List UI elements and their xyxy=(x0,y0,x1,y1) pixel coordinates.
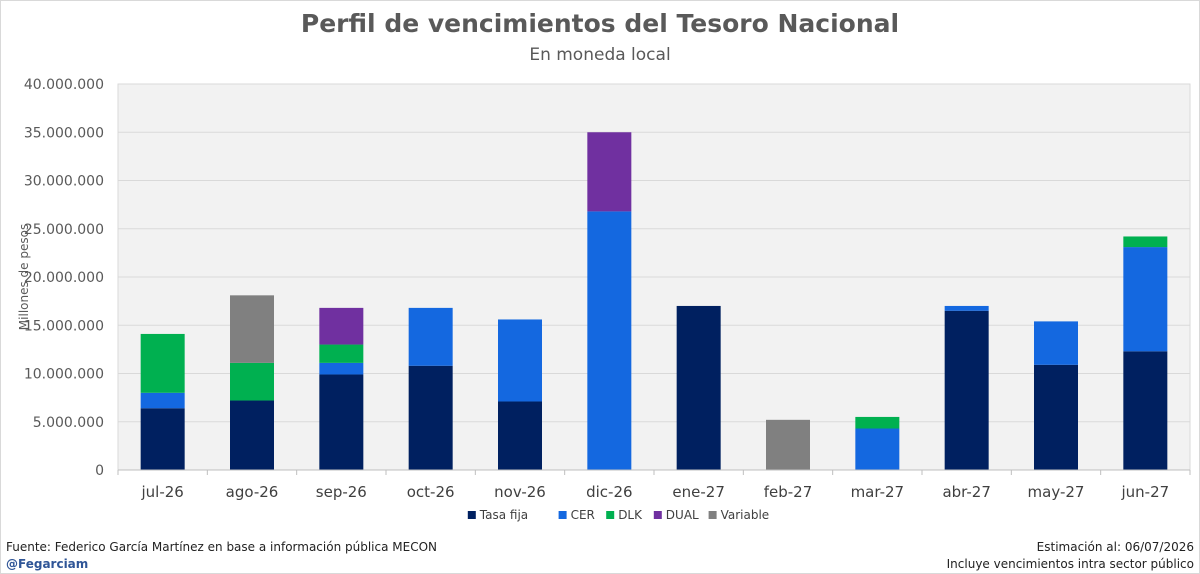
y-axis-title: Millones de pesos xyxy=(17,224,31,330)
bar-dlk-ago-26 xyxy=(230,362,274,401)
chart-subtitle: En moneda local xyxy=(529,45,671,65)
bar-tasa-fija-oct-26 xyxy=(408,365,453,470)
x-tick-label: mar-27 xyxy=(851,483,905,501)
y-tick-label: 40.000.000 xyxy=(24,77,104,93)
legend-swatch-dual xyxy=(653,511,662,519)
bar-tasa-fija-ene-27 xyxy=(676,305,721,470)
y-tick-label: 20.000.000 xyxy=(24,270,104,286)
bar-dlk-sep-26 xyxy=(319,344,364,363)
y-tick-label: 5.000.000 xyxy=(33,415,104,431)
legend-label: CER xyxy=(571,508,595,522)
bar-variable-ago-26 xyxy=(230,295,274,363)
y-tick-label: 30.000.000 xyxy=(24,174,104,190)
bar-variable-feb-27 xyxy=(766,419,810,470)
bar-tasa-fija-nov-26 xyxy=(498,401,542,470)
y-tick-label: 35.000.000 xyxy=(24,125,104,141)
bar-cer-dic-26 xyxy=(587,211,632,470)
x-tick-label: may-27 xyxy=(1028,483,1085,501)
y-tick-label: 25.000.000 xyxy=(24,222,104,238)
x-tick-label: jul-26 xyxy=(140,483,183,501)
author-handle[interactable]: @Fegarciam xyxy=(6,557,89,571)
bar-tasa-fija-ago-26 xyxy=(230,400,274,470)
bar-cer-abr-27 xyxy=(944,305,989,311)
source-note: Fuente: Federico García Martínez en base… xyxy=(6,540,438,554)
legend-label: DLK xyxy=(618,508,643,522)
bar-tasa-fija-abr-27 xyxy=(944,310,989,470)
bar-dual-sep-26 xyxy=(319,307,364,345)
x-tick-label: ene-27 xyxy=(672,483,724,501)
legend-label: Variable xyxy=(721,508,770,522)
x-tick-label: nov-26 xyxy=(494,483,546,501)
bar-tasa-fija-may-27 xyxy=(1034,364,1078,470)
legend-label: Tasa fija xyxy=(479,508,528,522)
y-tick-label: 0 xyxy=(95,463,104,479)
x-tick-label: oct-26 xyxy=(407,483,455,501)
legend-swatch-variable xyxy=(708,511,717,519)
scope-note: Incluye vencimientos intra sector públic… xyxy=(946,557,1194,571)
estimate-date: Estimación al: 06/07/2026 xyxy=(1036,540,1194,554)
x-tick-label: feb-27 xyxy=(764,483,813,501)
bar-dlk-mar-27 xyxy=(855,416,900,429)
x-tick-label: sep-26 xyxy=(316,483,367,501)
chart-title: Perfil de vencimientos del Tesoro Nacion… xyxy=(300,9,900,38)
bar-tasa-fija-sep-26 xyxy=(319,374,364,470)
x-tick-label: abr-27 xyxy=(942,483,990,501)
bar-cer-mar-27 xyxy=(855,428,900,470)
bar-tasa-fija-jul-26 xyxy=(140,408,185,470)
x-tick-label: jun-27 xyxy=(1120,483,1169,501)
x-tick-label: dic-26 xyxy=(586,483,632,501)
y-tick-label: 15.000.000 xyxy=(24,318,104,334)
bar-cer-may-27 xyxy=(1034,321,1078,365)
x-tick-label: ago-26 xyxy=(226,483,279,501)
legend-label: DUAL xyxy=(666,508,699,522)
bar-cer-nov-26 xyxy=(498,319,542,402)
legend-swatch-tasa-fija xyxy=(467,511,476,519)
bar-cer-sep-26 xyxy=(319,362,364,375)
bar-cer-jun-27 xyxy=(1123,247,1168,352)
bar-cer-jul-26 xyxy=(140,392,185,409)
legend-swatch-cer xyxy=(558,511,567,519)
legend-swatch-dlk xyxy=(606,511,615,519)
bar-dlk-jul-26 xyxy=(140,333,185,393)
bar-dlk-jun-27 xyxy=(1123,236,1168,248)
bar-cer-oct-26 xyxy=(408,307,453,366)
bar-tasa-fija-jun-27 xyxy=(1123,351,1168,470)
bar-dual-dic-26 xyxy=(587,132,632,212)
y-tick-label: 10.000.000 xyxy=(24,367,104,383)
